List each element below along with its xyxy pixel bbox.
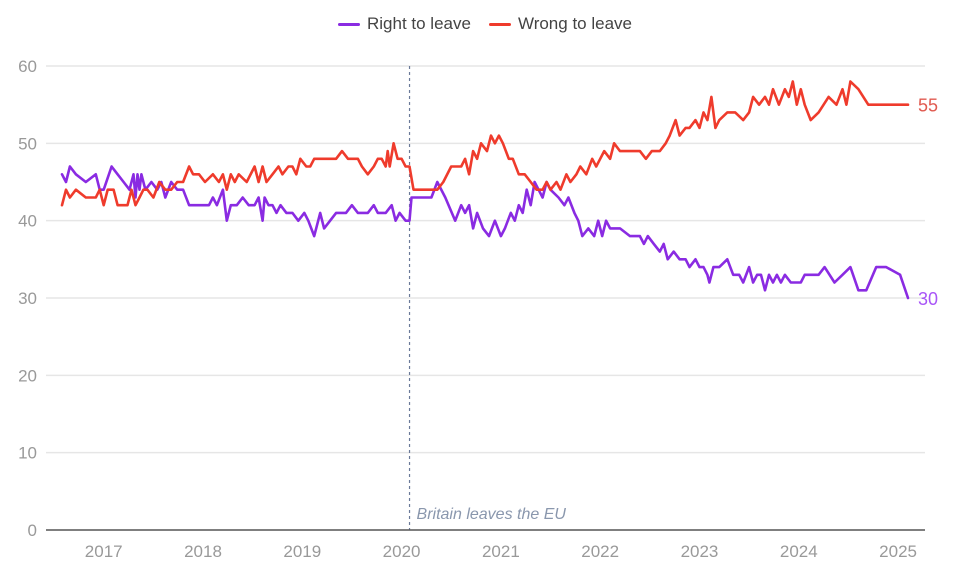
legend-item-wrong-to-leave[interactable]: Wrong to leave (488, 14, 632, 34)
y-tick-label: 20 (18, 366, 37, 385)
y-tick-label: 60 (18, 57, 37, 76)
y-tick-label: 30 (18, 289, 37, 308)
x-tick-label: 2018 (184, 542, 222, 561)
y-tick-label: 0 (28, 521, 37, 540)
end-label-right-to-leave: 30 (918, 289, 938, 309)
y-tick-label: 10 (18, 444, 37, 463)
x-tick-label: 2019 (283, 542, 321, 561)
legend-item-right-to-leave[interactable]: Right to leave (338, 14, 471, 34)
x-axis-ticks: 2017 2018 2019 2020 2021 2022 2023 2024 2025 (85, 542, 917, 561)
end-labels: 30 55 (918, 96, 938, 309)
annotation-label: Britain leaves the EU (417, 506, 567, 523)
x-tick-label: 2023 (681, 542, 719, 561)
annotation-group: Britain leaves the EU (408, 66, 567, 530)
grid-lines (46, 65, 925, 454)
x-tick-label: 2024 (780, 542, 818, 561)
x-tick-label: 2017 (85, 542, 123, 561)
series-line-wrong-to-leave (60, 80, 910, 207)
x-tick-label: 2020 (383, 542, 421, 561)
end-label-wrong-to-leave: 55 (918, 96, 938, 116)
legend-label-right: Right to leave (367, 14, 471, 33)
series-line-right-to-leave (60, 165, 910, 300)
y-tick-label: 40 (18, 212, 37, 231)
chart-legend: Right to leave Wrong to leave (0, 14, 970, 34)
legend-swatch-right (338, 22, 360, 26)
y-axis-ticks: 0 10 20 30 40 50 60 (18, 57, 37, 540)
legend-swatch-wrong (488, 22, 511, 26)
x-tick-label: 2021 (482, 542, 520, 561)
series-lines (60, 80, 910, 300)
legend-label-wrong: Wrong to leave (517, 14, 632, 33)
y-tick-label: 50 (18, 134, 37, 153)
x-tick-label: 2022 (581, 542, 619, 561)
x-tick-label: 2025 (879, 542, 917, 561)
